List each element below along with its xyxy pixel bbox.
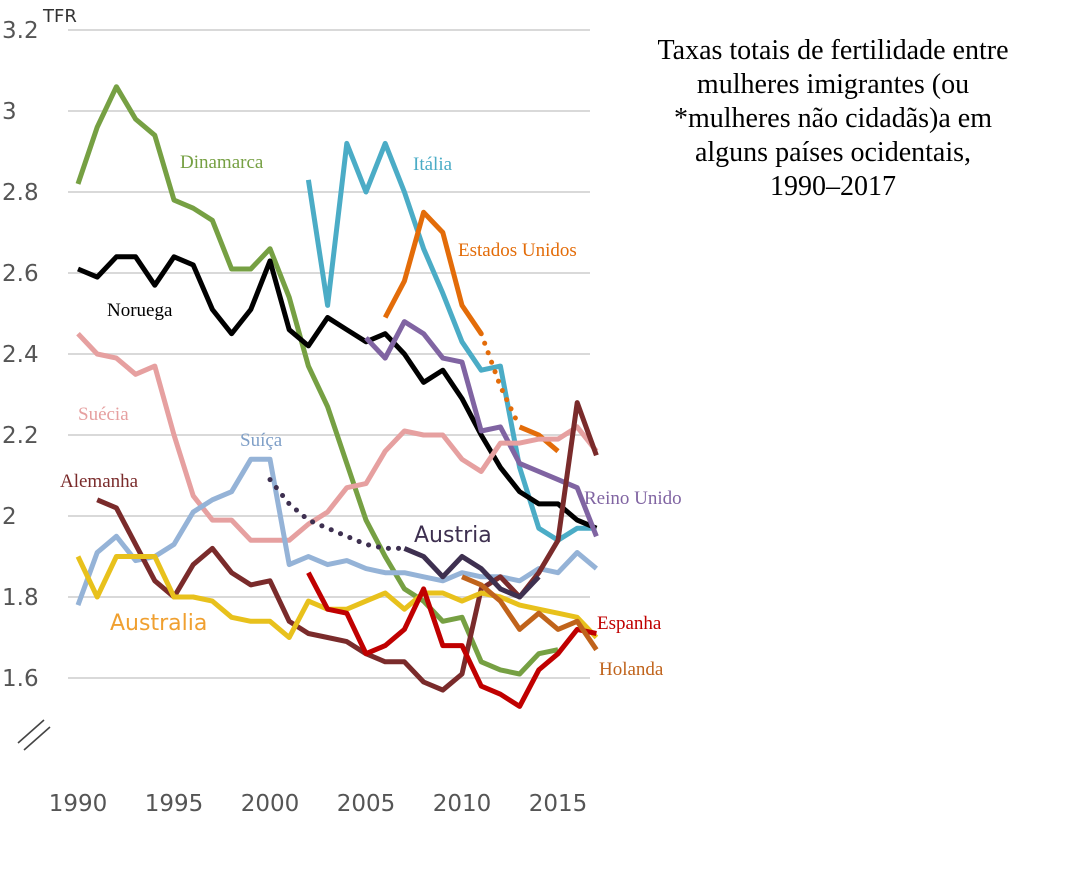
title-line: 1990–2017 [770,171,896,202]
y-axis-ticks: 1.6 1.8 2 2.2 2.4 2.6 2.8 3 3.2 [2,18,39,692]
series-line-holanda [461,574,599,652]
label-alemanha: Alemanha [60,471,139,492]
series-line-suica [75,456,599,606]
label-austria: Austria [414,523,492,548]
y-tick-label: 2.8 [2,180,39,206]
series-line-dinamarca [75,84,559,677]
y-tick-label: 3 [2,99,17,125]
label-espanha: Espanha [597,613,662,634]
title-line: mulheres imigrantes (ou [696,69,970,100]
label-australia: Australia [110,611,207,636]
y-tick-label: 3.2 [2,18,39,44]
series-line-suecia [76,331,599,543]
title-line: *mulheres não cidadãs)a em [674,103,992,134]
label-holanda: Holanda [599,659,664,680]
series-line-estados-unidos [382,209,484,336]
title-line: Taxas totais de fertilidade entre [657,35,1009,66]
title-line: alguns países ocidentais, [694,137,972,168]
x-axis-ticks: 1990 1995 2000 2005 2010 2015 [49,791,588,817]
label-noruega: Noruega [107,300,173,321]
label-dinamarca: Dinamarca [180,152,264,173]
series-line-italia [305,140,597,543]
label-suecia: Suécia [78,404,129,425]
label-suica: Suíça [240,430,283,451]
series-line-reino-unido [364,319,599,538]
x-tick-label: 2015 [529,791,588,817]
x-tick-label: 2010 [433,791,492,817]
axis-break-mark [17,719,51,751]
series-line-austria [403,546,541,600]
y-tick-label: 2.4 [2,342,39,368]
y-tick-label: 1.6 [2,666,39,692]
x-tick-label: 2005 [337,791,396,817]
label-italia: Itália [413,154,453,175]
series-line-alemanha [96,400,599,693]
y-tick-label: 2.2 [2,423,39,449]
y-tick-label: 1.8 [2,585,39,611]
chart-title: Taxas totais de fertilidade entre mulher… [618,34,1048,204]
series-line-estados-unidos-part2 [518,424,560,454]
label-reino-unido: Reino Unido [584,488,682,509]
x-tick-label: 1995 [145,791,204,817]
label-estados-unidos: Estados Unidos [458,240,577,261]
series-lines [75,84,599,709]
x-tick-label: 1990 [49,791,108,817]
x-tick-label: 2000 [241,791,300,817]
series-line-noruega [77,254,598,531]
y-axis-label: TFR [42,6,77,27]
series-line-espanha [306,571,597,709]
series-line-estados-unidos-dotted [478,331,523,430]
y-tick-label: 2 [2,504,17,530]
y-tick-label: 2.6 [2,261,39,287]
